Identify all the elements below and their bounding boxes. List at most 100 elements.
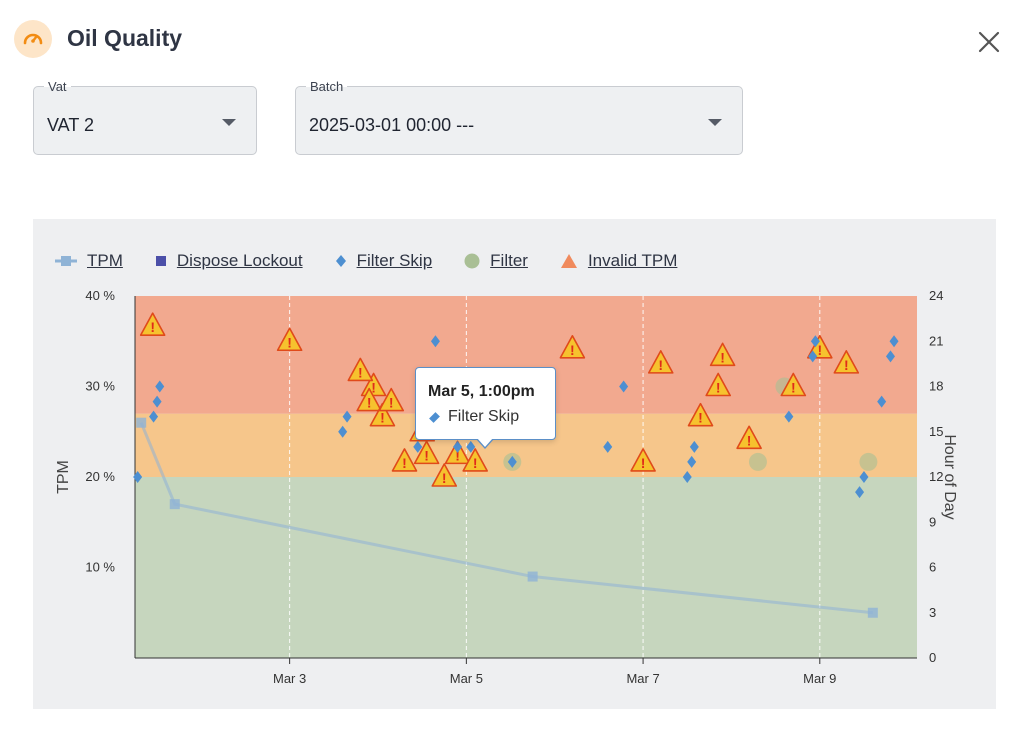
y2-tick-label: 21 — [929, 333, 943, 348]
filter-skip-point — [342, 410, 352, 423]
band-0 — [135, 477, 917, 658]
invalid-tpm-point: ! — [833, 350, 860, 374]
tooltip-series-label: Filter Skip — [448, 408, 520, 425]
filter-point — [748, 452, 767, 471]
legend-label-invalid-tpm: Invalid TPM — [587, 251, 678, 270]
warning-icon — [647, 350, 674, 374]
invalid-tpm-point: ! — [356, 387, 382, 412]
warning-mark: ! — [791, 380, 796, 396]
filter-skip-point — [430, 335, 440, 348]
y-tick-label: 30 % — [85, 379, 115, 394]
legend-item-filter[interactable]: Filter — [464, 251, 528, 271]
square-icon — [155, 255, 167, 267]
tpm-line-icon — [55, 255, 77, 267]
filter-skip-point — [877, 395, 887, 408]
filter-skip-point — [338, 425, 348, 438]
vat-select[interactable]: Vat VAT 2 — [33, 79, 257, 155]
vat-label: Vat — [44, 79, 71, 94]
invalid-tpm-point: ! — [431, 463, 458, 487]
filter-skip-point — [453, 440, 463, 453]
logo-badge — [14, 20, 52, 58]
warning-icon — [833, 350, 860, 374]
legend-label-filter: Filter — [490, 251, 528, 270]
circle-icon — [464, 253, 480, 269]
warning-mark: ! — [747, 432, 752, 448]
invalid-tpm-point: ! — [276, 327, 303, 352]
y2-tick-label: 24 — [929, 288, 943, 303]
warning-icon — [413, 440, 440, 465]
legend-item-filter-skip[interactable]: Filter Skip — [335, 251, 433, 271]
warning-icon — [705, 372, 731, 397]
filter-skip-point — [859, 471, 869, 483]
warning-mark: ! — [442, 470, 447, 486]
warning-mark: ! — [716, 380, 721, 396]
legend-item-tpm[interactable]: TPM — [55, 251, 123, 271]
warning-icon — [431, 463, 458, 487]
filter-skip-point — [413, 440, 423, 453]
warning-mark: ! — [658, 357, 663, 373]
filter-skip-point — [784, 410, 794, 423]
close-button[interactable] — [970, 26, 1008, 58]
filter-skip-point — [689, 440, 699, 453]
warning-mark: ! — [570, 342, 575, 358]
tpm-point — [867, 607, 878, 618]
warning-mark: ! — [473, 455, 478, 471]
tpm-point — [527, 571, 538, 582]
warning-icon — [369, 402, 396, 427]
batch-select[interactable]: Batch 2025-03-01 00:00 --- — [295, 79, 743, 155]
legend-label-filter-skip: Filter Skip — [356, 251, 433, 270]
y-tick-label: 10 % — [85, 560, 115, 575]
filter-skip-point — [507, 455, 517, 468]
warning-mark: ! — [287, 334, 292, 350]
warning-mark: ! — [402, 455, 407, 471]
chart-panel: TPM Dispose Lockout Filter Skip Filter I… — [33, 219, 996, 709]
warning-mark: ! — [371, 380, 376, 396]
y2-tick-label: 9 — [929, 514, 936, 529]
invalid-tpm-point: ! — [369, 402, 396, 427]
warning-icon — [139, 312, 166, 336]
invalid-tpm-point: ! — [378, 387, 405, 412]
filter-skip-point — [155, 380, 165, 393]
filter-skip-point — [889, 335, 899, 348]
invalid-tpm-point: ! — [780, 372, 807, 397]
invalid-tpm-point: ! — [413, 440, 440, 465]
filter-skip-point — [603, 440, 613, 453]
warning-icon — [378, 387, 405, 412]
warning-icon — [559, 334, 586, 359]
y2-tick-label: 18 — [929, 379, 943, 394]
diamond-icon — [429, 411, 440, 423]
page-title: Oil Quality — [67, 25, 183, 51]
chart-tooltip: Mar 5, 1:00pm Filter Skip — [415, 367, 556, 449]
tooltip-title: Mar 5, 1:00pm — [428, 383, 535, 400]
chevron-down-icon — [222, 119, 236, 126]
x-tick-label: Mar 3 — [273, 671, 306, 686]
filter-point — [859, 452, 878, 471]
warning-icon — [391, 448, 418, 472]
filter-skip-point — [687, 455, 697, 468]
tpm-point — [169, 499, 180, 510]
y-tick-label: 20 % — [85, 469, 115, 484]
warning-icon — [347, 357, 374, 382]
filter-skip-point — [855, 486, 865, 499]
y2-tick-label: 6 — [929, 560, 936, 575]
y2-tick-label: 0 — [929, 650, 936, 665]
warning-icon — [276, 327, 303, 352]
y2-tick-label: 15 — [929, 424, 943, 439]
invalid-tpm-point: ! — [347, 357, 374, 382]
y2-tick-label: 12 — [929, 469, 943, 484]
warning-mark: ! — [844, 357, 849, 373]
warning-icon — [356, 387, 382, 412]
warning-mark: ! — [720, 349, 725, 365]
y-axis-title: TPM — [55, 460, 72, 494]
gauge-icon — [23, 33, 43, 45]
header: Oil Quality — [0, 0, 1024, 80]
warning-icon — [630, 448, 656, 472]
tooltip-arrow-inner — [477, 438, 493, 447]
invalid-tpm-point: ! — [736, 425, 762, 450]
batch-value: 2025-03-01 00:00 --- — [309, 115, 475, 135]
chart-legend: TPM Dispose Lockout Filter Skip Filter I… — [55, 249, 709, 273]
vat-value: VAT 2 — [47, 115, 95, 135]
legend-item-dispose-lockout[interactable]: Dispose Lockout — [155, 251, 303, 271]
warning-mark: ! — [358, 364, 363, 380]
legend-item-invalid-tpm[interactable]: Invalid TPM — [560, 251, 677, 271]
